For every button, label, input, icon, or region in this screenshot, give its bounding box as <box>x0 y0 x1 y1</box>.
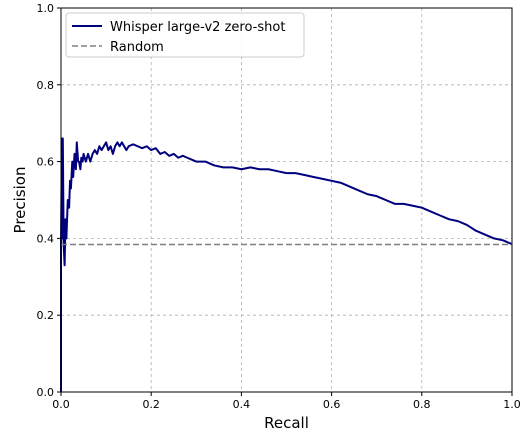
legend-label-whisper: Whisper large-v2 zero-shot <box>110 20 285 35</box>
x-tick-label: 0.6 <box>323 398 341 411</box>
legend-label-random: Random <box>110 40 164 55</box>
y-tick-label: 0.4 <box>37 232 55 245</box>
y-tick-label: 0.0 <box>37 386 55 399</box>
y-tick-label: 0.6 <box>37 156 55 169</box>
series-line-whisper <box>60 137 513 392</box>
x-tick-label: 1.0 <box>503 398 521 411</box>
x-axis-ticks: 0.0 0.2 0.4 0.6 0.8 1.0 <box>52 392 521 411</box>
x-tick-label: 0.2 <box>142 398 160 411</box>
plot-frame <box>60 7 513 393</box>
x-axis-label: Recall <box>264 414 309 432</box>
legend: Whisper large-v2 zero-shot Random <box>65 12 305 58</box>
series-group <box>60 137 513 392</box>
y-axis-label: Precision <box>11 167 29 234</box>
x-tick-label: 0.4 <box>233 398 251 411</box>
y-tick-label: 1.0 <box>37 2 55 15</box>
x-tick-label: 0.0 <box>52 398 70 411</box>
y-axis-ticks: 0.0 0.2 0.4 0.6 0.8 1.0 <box>37 2 61 399</box>
y-tick-label: 0.2 <box>37 309 55 322</box>
x-tick-label: 0.8 <box>413 398 431 411</box>
y-tick-label: 0.8 <box>37 79 55 92</box>
grid <box>60 7 513 393</box>
legend-box <box>65 12 305 58</box>
